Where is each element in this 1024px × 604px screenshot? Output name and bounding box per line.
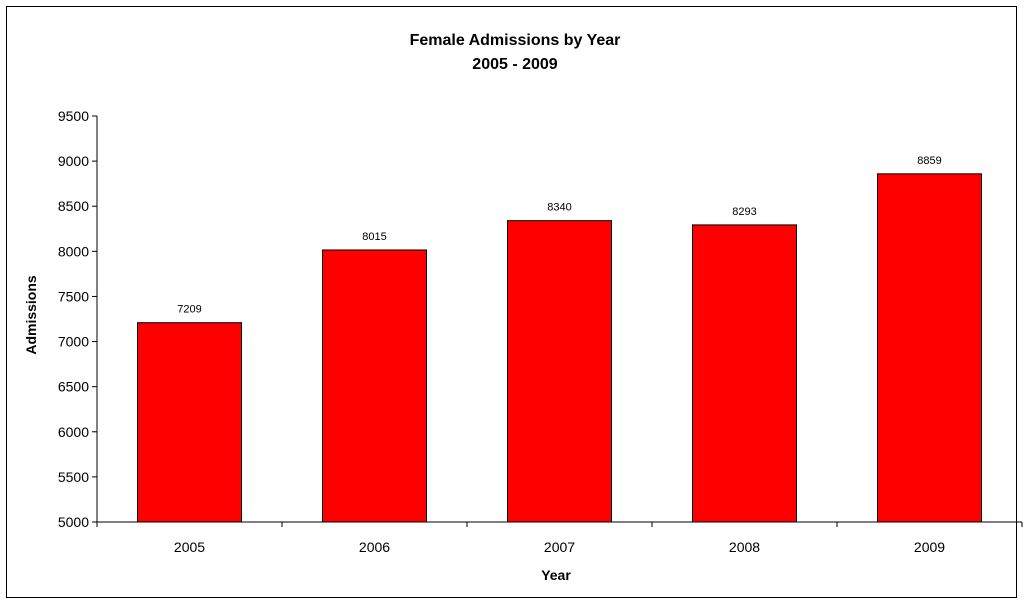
x-tick-label-2005: 2005	[174, 539, 205, 555]
y-tick-label: 5500	[58, 469, 89, 485]
data-label-2006: 8015	[362, 231, 386, 243]
y-tick-label: 8500	[58, 198, 89, 214]
x-tick-label-2008: 2008	[729, 539, 760, 555]
chart-title: Female Admissions by Year	[410, 32, 621, 49]
x-axis-ticks: 2005 2006 2007 2008 2009	[96, 522, 1023, 555]
y-tick-label: 5000	[58, 514, 89, 530]
data-label-2009: 8859	[917, 155, 941, 167]
bar-2008	[692, 224, 797, 523]
x-tick-label-2009: 2009	[914, 539, 945, 555]
x-axis-title: Year	[541, 567, 571, 583]
bar-2005	[137, 322, 242, 523]
bars: 7209 8015 8340 8293 8859	[137, 155, 982, 523]
y-tick-label: 7500	[58, 288, 89, 304]
x-tick-label-2007: 2007	[544, 539, 575, 555]
y-tick-label: 6500	[58, 379, 89, 395]
data-label-2008: 8293	[732, 206, 756, 218]
y-axis-ticks: 5000 5500 6000 6500 7000 7500 8000 8500 9000 9500	[58, 108, 97, 530]
data-label-2007: 8340	[547, 202, 571, 214]
y-tick-label: 8000	[58, 243, 89, 259]
data-label-2005: 7209	[177, 304, 201, 316]
y-tick-label: 7000	[58, 334, 89, 350]
chart-subtitle: 2005 - 2009	[472, 56, 558, 73]
x-tick-label-2006: 2006	[359, 539, 390, 555]
y-tick-label: 9500	[58, 108, 89, 124]
y-tick-label: 6000	[58, 424, 89, 440]
bar-2006	[322, 249, 427, 523]
bar-2009	[877, 173, 982, 523]
y-axis-title: Admissions	[23, 275, 39, 355]
bar-2007	[507, 220, 612, 523]
y-tick-label: 9000	[58, 153, 89, 169]
